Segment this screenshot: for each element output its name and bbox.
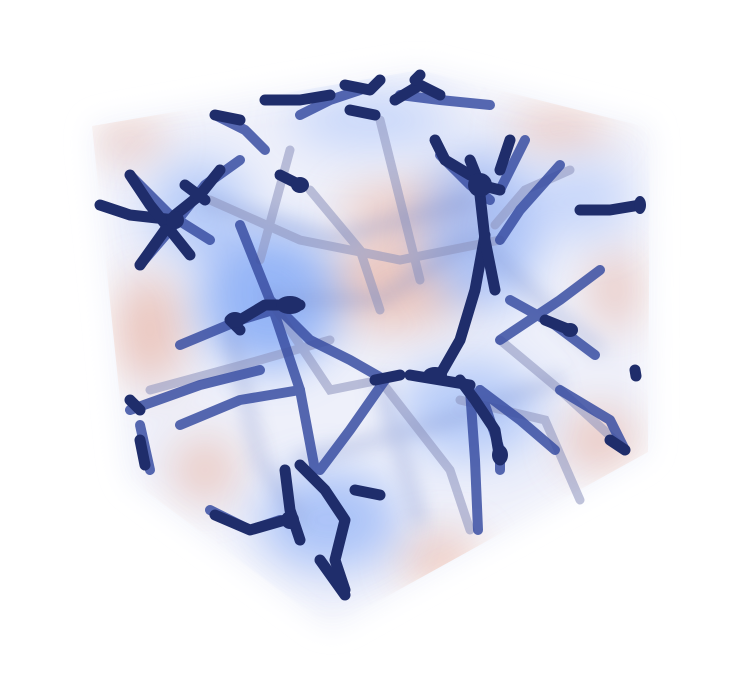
network-strand bbox=[305, 185, 385, 315]
network-strand bbox=[495, 265, 605, 345]
network-strand bbox=[255, 145, 295, 265]
network-strand bbox=[474, 189, 501, 296]
network-strand bbox=[465, 385, 483, 535]
network-strand bbox=[494, 134, 516, 176]
network-strand bbox=[495, 160, 565, 245]
network-strand bbox=[235, 220, 320, 475]
network-strand bbox=[294, 459, 351, 596]
warm-region bbox=[510, 112, 610, 148]
network-strand bbox=[295, 375, 565, 465]
network-strand bbox=[475, 385, 560, 455]
network-node bbox=[492, 445, 508, 465]
network-strand bbox=[124, 394, 146, 416]
warm-region bbox=[400, 535, 480, 585]
network-strand bbox=[265, 295, 385, 396]
network-strand bbox=[409, 69, 426, 86]
network-node bbox=[631, 366, 639, 380]
network-front bbox=[94, 69, 646, 601]
network-strand bbox=[209, 109, 246, 126]
network-node bbox=[423, 367, 447, 383]
network-strand bbox=[344, 104, 381, 121]
network-node bbox=[634, 196, 646, 214]
cube-volume bbox=[92, 70, 650, 628]
network-strand bbox=[279, 464, 306, 546]
network-strand bbox=[475, 235, 605, 355]
network-strand bbox=[265, 295, 390, 385]
network-strand bbox=[604, 434, 631, 456]
network-strand bbox=[429, 134, 476, 181]
network-strand bbox=[389, 79, 446, 106]
network-node bbox=[166, 211, 184, 229]
network-strand bbox=[209, 509, 291, 536]
network-strand bbox=[495, 135, 530, 195]
network-strand bbox=[369, 369, 406, 386]
network-strand bbox=[205, 195, 505, 265]
warm-region bbox=[175, 440, 235, 500]
network-node bbox=[225, 312, 245, 328]
cool-region bbox=[530, 160, 630, 240]
network-strand bbox=[145, 335, 335, 395]
network-node bbox=[291, 177, 309, 193]
network-strand bbox=[454, 374, 506, 466]
network-strand bbox=[134, 224, 171, 271]
network-strand bbox=[125, 365, 265, 415]
network-strand bbox=[434, 229, 491, 381]
network-node bbox=[468, 173, 492, 197]
network-strand bbox=[574, 199, 646, 216]
network-strand bbox=[175, 385, 305, 430]
network-strand bbox=[375, 375, 425, 525]
network-strand bbox=[124, 169, 196, 261]
warm-region bbox=[115, 275, 185, 385]
warm-region bbox=[593, 250, 637, 330]
network-node bbox=[562, 323, 578, 337]
network-strand bbox=[314, 554, 351, 601]
network-back bbox=[145, 115, 625, 535]
network-strand bbox=[259, 89, 336, 106]
network-strand bbox=[179, 179, 211, 206]
network-node bbox=[276, 296, 304, 314]
network-node bbox=[281, 511, 299, 529]
network-strand bbox=[134, 434, 151, 471]
network-strand bbox=[375, 375, 475, 535]
network-strand bbox=[349, 484, 386, 501]
warm-region bbox=[95, 122, 165, 158]
network-strand bbox=[315, 375, 390, 475]
network-strand bbox=[339, 74, 386, 96]
network-strand bbox=[555, 385, 630, 455]
